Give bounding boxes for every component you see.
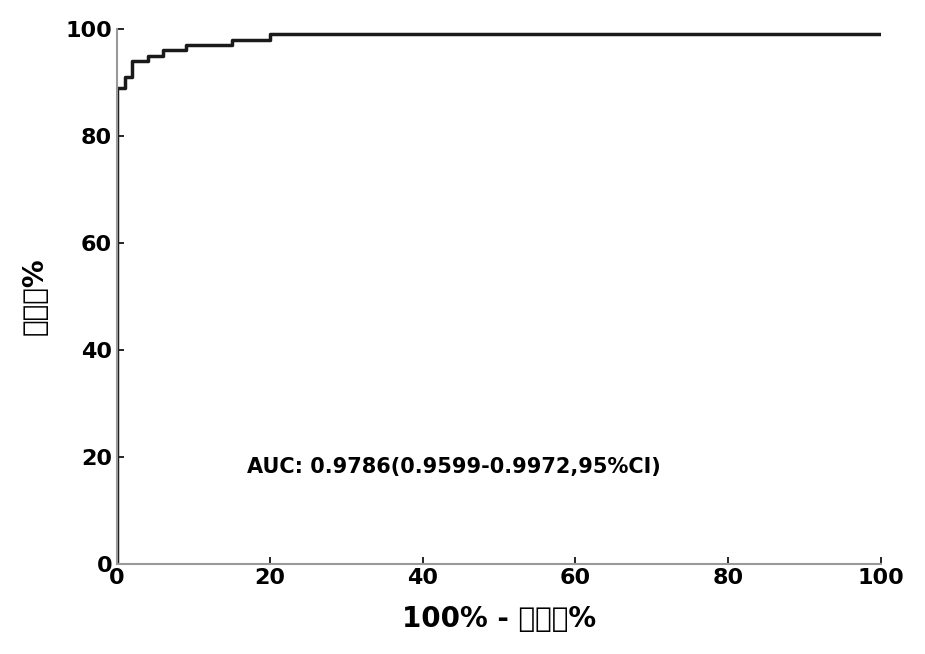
Text: AUC: 0.9786(0.9599-0.9972,95%CI): AUC: 0.9786(0.9599-0.9972,95%CI) — [247, 456, 660, 477]
Y-axis label: 灵敏度%: 灵敏度% — [21, 258, 49, 335]
X-axis label: 100% - 特异性%: 100% - 特异性% — [401, 605, 596, 633]
